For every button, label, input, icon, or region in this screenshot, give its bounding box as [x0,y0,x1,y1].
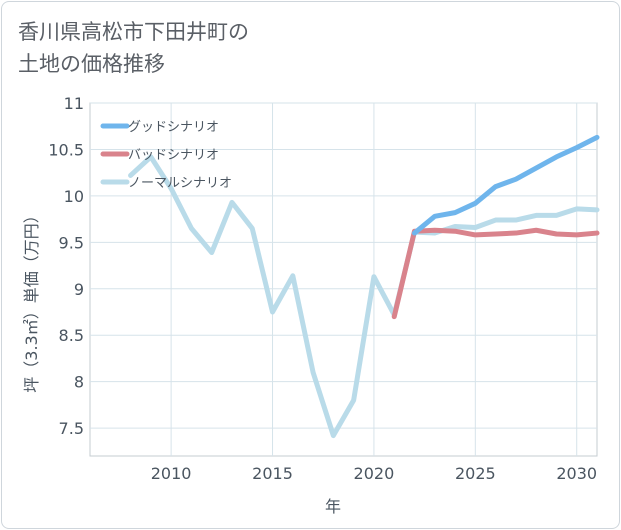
y-axis-label: 坪（3.3㎡）単価（万円） [22,207,41,392]
title-line-1: 香川県高松市下田井町の [18,20,249,44]
grid-lines [90,102,597,456]
y-tick-label: 9.5 [59,233,84,252]
chart-title: 香川県高松市下田井町の 土地の価格推移 [18,16,378,80]
y-tick-label: 10 [64,187,84,206]
y-tick-label: 7.5 [59,419,84,438]
x-axis-label: 年 [325,497,341,516]
legend-label: バッドシナリオ [128,148,219,163]
x-tick-label: 2025 [455,464,496,483]
y-tick-labels: 7.5 8 8.5 9 9.5 10 10.5 11 [48,94,84,438]
x-tick-label: 2030 [556,464,597,483]
series-line-1 [411,134,600,236]
x-tick-label: 2010 [151,464,192,483]
title-line-2: 土地の価格推移 [18,52,165,76]
plot-area [89,102,598,457]
x-tick-labels: 2010 2015 2020 2025 2030 [151,464,597,483]
y-tick-label: 9 [74,280,84,299]
series-line-3 [128,154,600,439]
y-tick-label: 8.5 [59,326,84,345]
x-tick-label: 2020 [354,464,395,483]
legend-label: グッドシナリオ [128,120,219,135]
x-tick-label: 2015 [252,464,293,483]
y-tick-label: 10.5 [48,140,84,159]
series-line-2 [391,227,600,320]
series-lines [128,134,600,439]
y-tick-label: 8 [74,373,84,392]
legend-label: ノーマルシナリオ [128,176,232,191]
y-tick-label: 11 [64,94,84,113]
